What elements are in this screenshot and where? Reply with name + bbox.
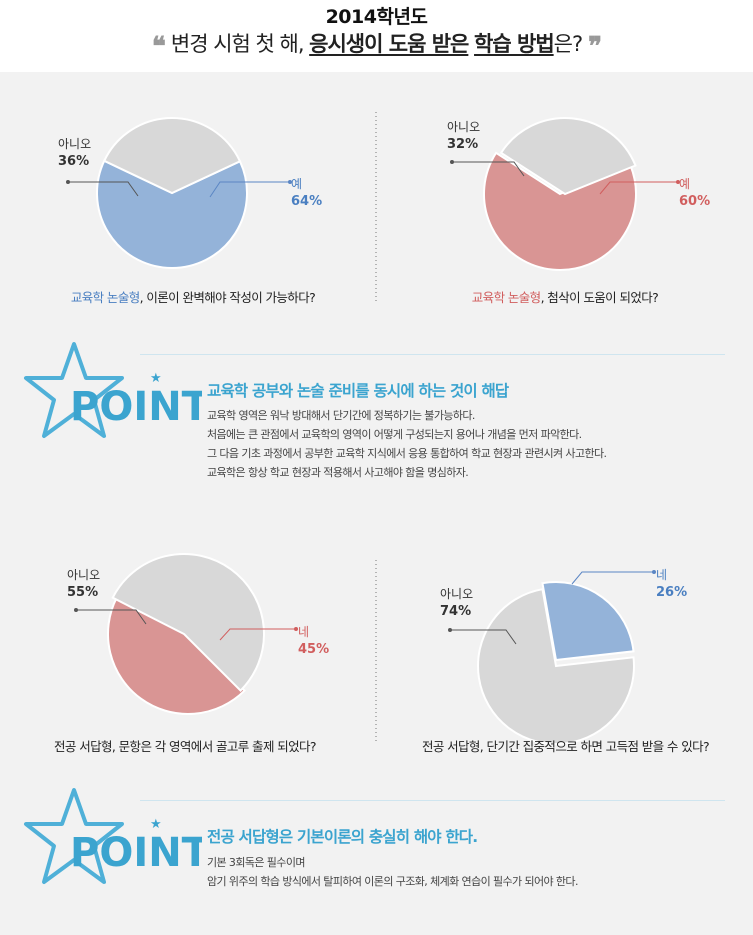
chart2-label-no: 아니오 32% <box>447 120 481 152</box>
point2-headline: 전공 서답형은 기본이론의 충실히 해야 한다. <box>207 828 478 846</box>
star-outline-icon <box>24 788 124 884</box>
pie4-slice-highlight <box>541 581 635 662</box>
pie2-slice-other <box>499 117 637 196</box>
chart3-label-yes: 네 45% <box>298 625 330 657</box>
pie2-leader-dot-highlight <box>676 180 680 184</box>
point1-line <box>140 354 725 355</box>
chart4-label-no: 아니오 74% <box>440 587 474 619</box>
pie2-leader-dot-other <box>450 160 454 164</box>
pie4-leader-dot-highlight <box>652 570 656 574</box>
pie3-slice-highlight <box>107 596 246 715</box>
point1-line-3: 그 다음 기초 과정에서 공부한 교육학 지식에서 응용 통합하여 학교 현장과… <box>207 447 607 460</box>
pie1-leader-dot-other <box>66 180 70 184</box>
pie1-slice-highlight <box>96 159 248 269</box>
pie-charts <box>66 117 680 745</box>
chart3-label-no: 아니오 55% <box>67 568 101 600</box>
close-quote-icon: ❞ <box>588 32 602 62</box>
pie1-leader-other <box>68 181 139 197</box>
question-emphasis-1: 응시생이 도움 받은 <box>309 32 469 56</box>
pie4-slice-other <box>477 588 635 745</box>
page-title-question: ❝ 변경 시험 첫 해, 응시생이 도움 받은 학습 방법은? ❞ <box>0 28 753 62</box>
star-small-icon: ★ <box>150 371 162 386</box>
pie4-leader-highlight <box>571 571 654 585</box>
charts-canvas <box>66 112 680 745</box>
point1-headline: 교육학 공부와 논술 준비를 동시에 하는 것이 해답 <box>207 382 509 400</box>
pie2-leader-highlight <box>599 181 678 195</box>
point2-body: 기본 3회독은 필수이며 암기 위주의 학습 방식에서 탈피하여 이론의 구조화… <box>207 853 578 891</box>
point-badge-text: POINT <box>70 384 202 430</box>
point-badge-text: POINT <box>70 830 202 876</box>
content-panel: 아니오 36% 예 64% 교육학 논술형, 이론이 완벽해야 작성이 가능하다? … <box>0 72 753 935</box>
point1-body: 교육학 영역은 워낙 방대해서 단기간에 정복하기는 불가능하다. 처음에는 큰… <box>207 406 607 482</box>
point2-line-1: 기본 3회독은 필수이며 <box>207 856 305 869</box>
page-title-year: 2014학년도 <box>325 6 428 28</box>
chart1-label-yes: 예 64% <box>291 177 323 209</box>
pie3-slice-other <box>111 553 265 692</box>
point-badge-2: POINT ★ <box>24 788 202 884</box>
pie1-leader-dot-highlight <box>288 180 292 184</box>
star-outline-icon <box>24 342 124 438</box>
pie4-leader-other <box>450 629 517 645</box>
chart2-caption: 교육학 논술형, 첨삭이 도움이 되었다? <box>471 290 659 305</box>
question-suffix: 은? <box>553 32 583 56</box>
point-badge-1: POINT ★ <box>24 342 202 438</box>
header: 2014학년도 ❝ 변경 시험 첫 해, 응시생이 도움 받은 학습 방법은? ❞ <box>0 0 753 72</box>
pie2-leader-other <box>452 161 525 177</box>
chart4-label-yes: 네 26% <box>656 568 688 600</box>
chart3-caption: 전공 서답형, 문항은 각 영역에서 골고루 출제 되었다? <box>54 739 317 754</box>
pie1-leader-highlight <box>209 181 290 198</box>
question-prefix: 변경 시험 첫 해, <box>170 32 310 56</box>
pie3-leader-dot-highlight <box>294 627 298 631</box>
pie3-leader-dot-other <box>74 608 78 612</box>
pie3-leader-highlight <box>219 628 296 641</box>
chart1-caption: 교육학 논술형, 이론이 완벽해야 작성이 가능하다? <box>70 290 316 305</box>
point2-line <box>140 800 725 801</box>
point2-line-2: 암기 위주의 학습 방식에서 탈피하여 이론의 구조화, 체계화 연습이 필수가… <box>207 875 578 888</box>
pie1-slice-other <box>102 117 242 195</box>
pie2-slice-highlight <box>483 151 637 271</box>
pie4-leader-dot-other <box>448 628 452 632</box>
point1-line-4: 교육학은 항상 학교 현장과 적용해서 사고해야 함을 명심하자. <box>207 466 469 479</box>
open-quote-icon: ❝ <box>151 32 166 62</box>
point1-line-2: 처음에는 큰 관점에서 교육학의 영역이 어떻게 구성되는지 용어나 개념을 먼… <box>207 428 582 441</box>
chart4-caption: 전공 서답형, 단기간 집중적으로 하면 고득점 받을 수 있다? <box>421 739 710 754</box>
star-small-icon: ★ <box>150 817 162 832</box>
question-emphasis-2: 학습 방법 <box>474 32 555 56</box>
pie3-leader-other <box>76 609 147 625</box>
chart2-label-yes: 예 60% <box>679 177 711 209</box>
chart1-label-no: 아니오 36% <box>58 137 92 169</box>
point1-line-1: 교육학 영역은 워낙 방대해서 단기간에 정복하기는 불가능하다. <box>207 409 475 422</box>
